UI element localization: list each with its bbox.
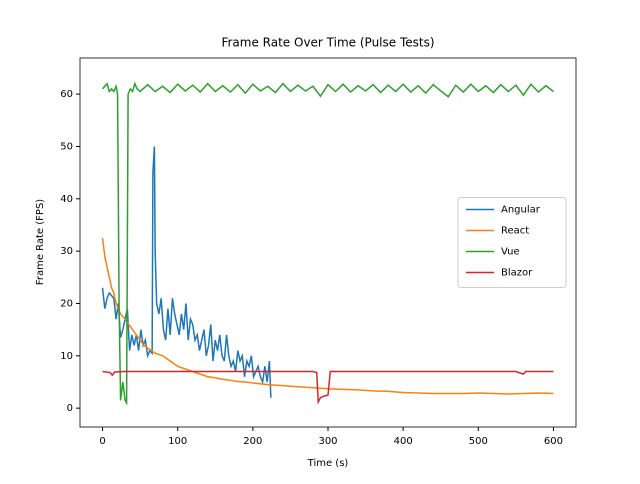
legend-label: Angular: [501, 205, 541, 216]
y-tick-label: 60: [60, 89, 73, 100]
chart-title: Frame Rate Over Time (Pulse Tests): [221, 36, 434, 50]
y-tick-label: 10: [60, 351, 73, 362]
x-tick-label: 100: [168, 436, 187, 447]
y-tick-label: 20: [60, 298, 73, 309]
legend-box: [457, 197, 567, 288]
x-axis-label: Time (s): [307, 458, 349, 469]
series-line: [101, 237, 554, 395]
x-tick-label: 300: [318, 436, 337, 447]
x-tick-label: 0: [99, 436, 105, 447]
legend-label: React: [501, 226, 529, 237]
series-line: [102, 370, 554, 405]
series-line: [101, 81, 554, 406]
x-tick-label: 400: [394, 436, 413, 447]
x-tick-label: 500: [469, 436, 488, 447]
y-tick-label: 30: [60, 246, 73, 257]
legend-label: Vue: [501, 247, 520, 258]
y-tick-label: 40: [60, 194, 73, 205]
x-tick-label: 200: [243, 436, 262, 447]
legend-label: Blazor: [501, 268, 533, 279]
y-tick-label: 0: [67, 403, 73, 414]
series-line: [101, 146, 272, 398]
y-tick-label: 50: [60, 141, 73, 152]
y-axis-label: Frame Rate (FPS): [35, 199, 46, 285]
plot-frame: [79, 57, 577, 428]
x-tick-label: 600: [544, 436, 563, 447]
